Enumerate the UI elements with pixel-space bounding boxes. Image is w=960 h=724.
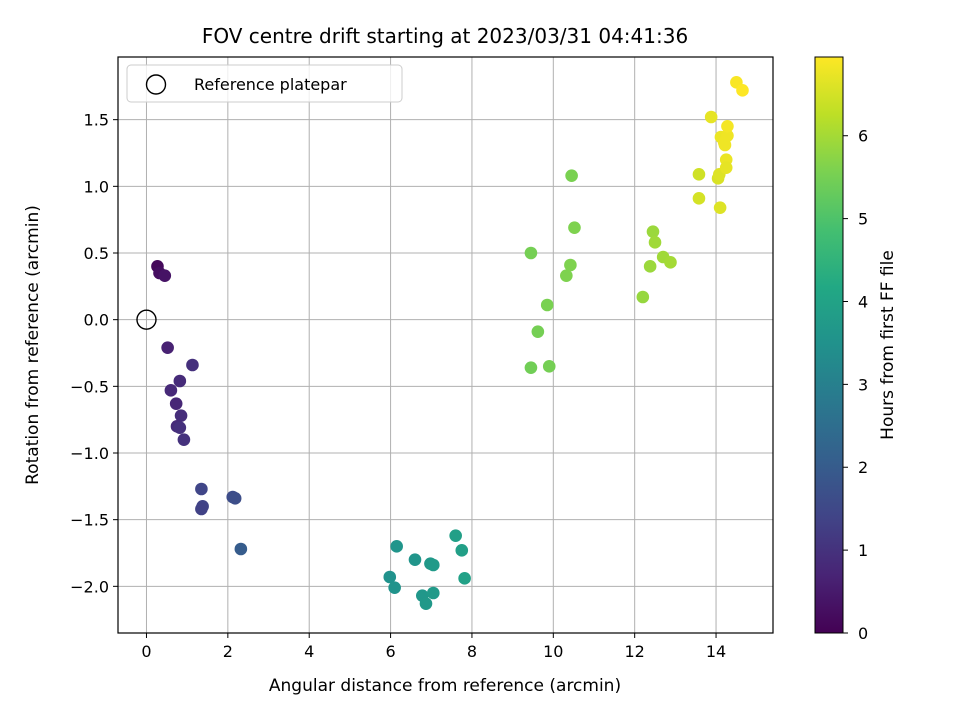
y-tick-label: 1.0 [84,177,109,196]
colorbar-tick-label: 3 [858,375,868,394]
data-point [408,553,422,566]
data-point [664,256,677,269]
data-point [646,225,660,238]
data-point [648,236,662,249]
data-point [458,572,471,585]
legend-label: Reference platepar [194,75,347,94]
data-point [524,361,538,374]
data-point [704,110,718,124]
reference-point [136,309,157,330]
data-point [542,360,556,373]
data-point [158,269,172,282]
y-tick-label: −1.0 [70,444,109,463]
x-tick-label: 14 [706,642,726,661]
x-axis-label: Angular distance from reference (arcmin) [269,676,621,696]
data-point [234,542,248,556]
legend-box [126,64,403,103]
data-point [177,433,191,446]
data-point [161,341,174,354]
colorbar-tick-label: 6 [858,127,868,146]
data-point [195,482,208,496]
data-point [383,570,397,584]
colorbar-tick-label: 5 [858,210,868,229]
x-tick-label: 12 [624,642,644,661]
data-point [540,298,554,312]
data-point [524,246,538,260]
x-tick-label: 2 [223,642,233,661]
y-tick-label: 1.5 [84,111,109,130]
data-point [449,529,462,542]
data-point [736,84,749,97]
x-tick-label: 0 [141,642,151,661]
data-point [390,540,403,553]
data-point [719,161,733,174]
y-tick-label: 0.5 [84,244,109,263]
data-point [692,168,706,181]
data-point [426,558,440,572]
y-tick-label: −0.5 [70,377,109,396]
colorbar-tick-label: 2 [858,458,868,477]
data-point [560,269,573,282]
plot-frame [117,56,774,634]
data-point [169,397,183,410]
data-point [565,169,578,182]
data-point [228,492,242,505]
colorbar-tick-label: 1 [858,541,868,560]
data-point [173,374,187,388]
data-points [151,76,749,610]
colorbar-tick-label: 0 [858,624,868,643]
legend-marker-icon [145,74,167,95]
y-tick-label: −2.0 [70,577,109,596]
x-tick-label: 6 [385,642,395,661]
data-point [164,384,178,397]
data-point [426,586,440,600]
colorbar-tick-label: 4 [858,292,868,311]
reference-marker [136,309,157,330]
grid-lines [118,57,773,633]
data-point [195,502,208,516]
data-point [692,192,706,205]
colorbar: 0 1 2 3 4 5 6 Hours from first FF file [814,56,898,643]
x-tick-label: 10 [543,642,563,661]
data-point [721,120,734,133]
data-point [713,201,727,214]
y-axis-ticks: −2.0 −1.5 −1.0 −0.5 0.0 0.5 1.0 1.5 [70,111,118,596]
data-point [568,221,581,234]
data-point [419,597,433,610]
y-tick-label: 0.0 [84,311,109,330]
colorbar-gradient [814,56,844,634]
data-point [531,325,545,338]
data-point [186,358,199,372]
data-point [721,129,734,142]
data-point [174,409,188,422]
y-axis-label: Rotation from reference (arcmin) [23,205,43,485]
x-tick-label: 8 [467,642,477,661]
colorbar-label: Hours from first FF file [878,250,898,440]
x-tick-label: 4 [304,642,314,661]
x-axis-ticks: 0 2 4 6 8 10 12 14 [141,633,726,661]
data-point [173,421,187,434]
colorbar-ticks: 0 1 2 3 4 5 6 [843,127,868,643]
data-point [643,260,657,273]
chart-title: FOV centre drift starting at 2023/03/31 … [202,24,688,48]
y-tick-label: −1.5 [70,511,109,530]
data-point [636,290,650,304]
data-point [455,544,469,557]
legend: Reference platepar [126,64,403,103]
data-point [388,581,401,594]
data-point [564,258,577,272]
